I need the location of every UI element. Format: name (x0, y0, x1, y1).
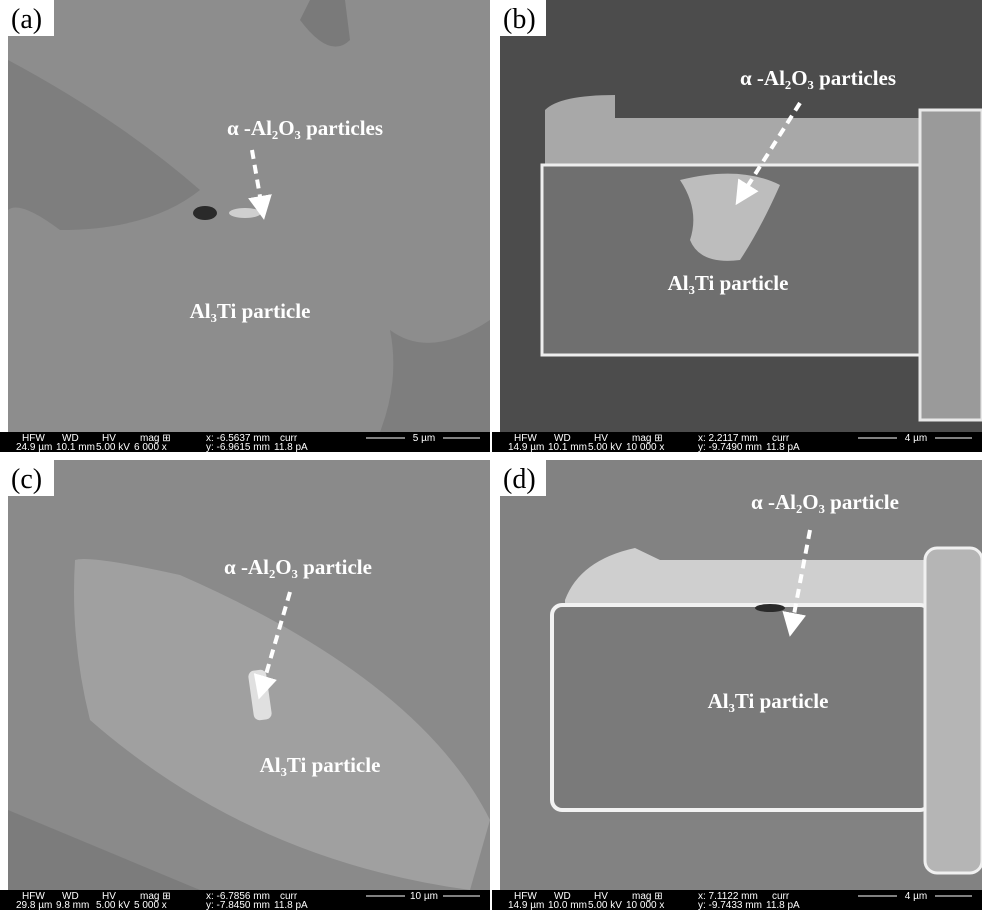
databar-value: 24.9 µm (16, 442, 52, 453)
databar (492, 890, 982, 910)
databar-value: 5.00 kV (588, 442, 622, 453)
databar (492, 432, 982, 452)
arrow (735, 101, 802, 206)
databar-value: 11.8 pA (274, 900, 308, 911)
specimen-top (545, 95, 940, 170)
panel-label: (d) (503, 464, 536, 495)
databar-header: WD (554, 433, 571, 444)
arrow-label: α -Al₂O₃ particles (740, 66, 896, 90)
grain (380, 320, 490, 432)
body-label: Al₃Ti particle (668, 271, 789, 295)
databar-header: HV (102, 891, 116, 902)
databar-y: y: -6.9615 mm (206, 442, 270, 453)
label-box (500, 460, 546, 496)
databar-x: x: 2.2117 mm (698, 433, 758, 444)
databar-header: curr (280, 433, 298, 444)
databar-y: y: -9.7490 mm (698, 442, 762, 453)
panel: α -Al₂O₃ particles Al₃Ti particle (a) HFW24… (0, 0, 490, 453)
databar-x: x: 7.1122 mm (698, 891, 758, 902)
body-label: Al₃Ti particle (708, 689, 829, 713)
scale-label: 5 µm (413, 433, 435, 444)
particle (229, 208, 261, 218)
arrow (782, 529, 812, 637)
grain (8, 810, 200, 890)
databar-header: HFW (22, 433, 45, 444)
databar-x: x: -6.5637 mm (206, 433, 270, 444)
databar-header: WD (62, 433, 79, 444)
databar-header: HV (102, 433, 116, 444)
databar-header: HV (594, 433, 608, 444)
databar-value: 5.00 kV (588, 900, 622, 911)
databar-header: mag ⊞ (632, 891, 663, 902)
databar-value: 5 000 x (134, 900, 167, 911)
arrow-label: α -Al₂O₃ particle (224, 555, 372, 579)
databar-header: curr (280, 891, 298, 902)
pillar (923, 546, 982, 875)
databar (0, 890, 490, 910)
databar-header: HV (594, 891, 608, 902)
body-label: Al₃Ti particle (260, 753, 381, 777)
databar-header: HFW (514, 433, 537, 444)
databar-value: 11.8 pA (274, 442, 308, 453)
grain (8, 60, 200, 230)
panel: α -Al₂O₃ particle Al₃Ti particle (d) HFW14.… (492, 460, 982, 911)
databar-header: mag ⊞ (140, 433, 171, 444)
databar-x: x: -6.7856 mm (206, 891, 270, 902)
scale-gap (897, 432, 935, 444)
databar-value: 10.0 mm (548, 900, 587, 911)
databar-header: WD (62, 891, 79, 902)
databar-value: 14.9 µm (508, 900, 544, 911)
label-box (500, 0, 546, 36)
panel-label: (b) (503, 4, 536, 35)
arrow-label: α -Al₂O₃ particle (751, 490, 899, 514)
body-label: Al₃Ti particle (190, 299, 311, 323)
arrow-label: α -Al₂O₃ particles (227, 116, 383, 140)
scale-gap (405, 432, 443, 444)
databar-value: 6 000 x (134, 442, 167, 453)
databar-value: 11.8 pA (766, 442, 800, 453)
pore (193, 206, 217, 220)
pillar (918, 108, 982, 422)
scale-gap (405, 890, 443, 902)
databar-value: 10.1 mm (548, 442, 587, 453)
databar-header: HFW (514, 891, 537, 902)
panel-label: (c) (11, 464, 42, 495)
databar-header: HFW (22, 891, 45, 902)
databar-header: mag ⊞ (140, 891, 171, 902)
databar-y: y: -7.8450 mm (206, 900, 270, 911)
databar-header: curr (772, 433, 790, 444)
scale-label: 10 µm (410, 891, 438, 902)
databar-value: 29.8 µm (16, 900, 52, 911)
grain (300, 0, 350, 47)
databar-value: 10 000 x (626, 442, 664, 453)
scale-label: 4 µm (905, 891, 927, 902)
panel: α -Al₂O₃ particles Al₃Ti particle (b) HFW14… (492, 0, 982, 453)
specimen-top (565, 548, 940, 610)
label-box (8, 460, 54, 496)
particle (755, 604, 785, 612)
scale-gap (897, 890, 935, 902)
panel-label: (a) (11, 4, 42, 35)
databar-value: 5.00 kV (96, 442, 130, 453)
scale-label: 4 µm (905, 433, 927, 444)
label-box (8, 0, 54, 36)
databar-header: curr (772, 891, 790, 902)
arrow (253, 591, 292, 700)
databar-header: WD (554, 891, 571, 902)
databar-value: 14.9 µm (508, 442, 544, 453)
databar-header: mag ⊞ (632, 433, 663, 444)
grain (74, 559, 490, 890)
databar-value: 5.00 kV (96, 900, 130, 911)
databar-value: 10.1 mm (56, 442, 95, 453)
databar-value: 9.8 mm (56, 900, 89, 911)
databar (0, 432, 490, 452)
arrow (248, 149, 272, 220)
databar-value: 10 000 x (626, 900, 664, 911)
databar-value: 11.8 pA (766, 900, 800, 911)
panel: α -Al₂O₃ particle Al₃Ti particle (c) HFW29.… (0, 460, 490, 911)
databar-y: y: -9.7433 mm (698, 900, 762, 911)
